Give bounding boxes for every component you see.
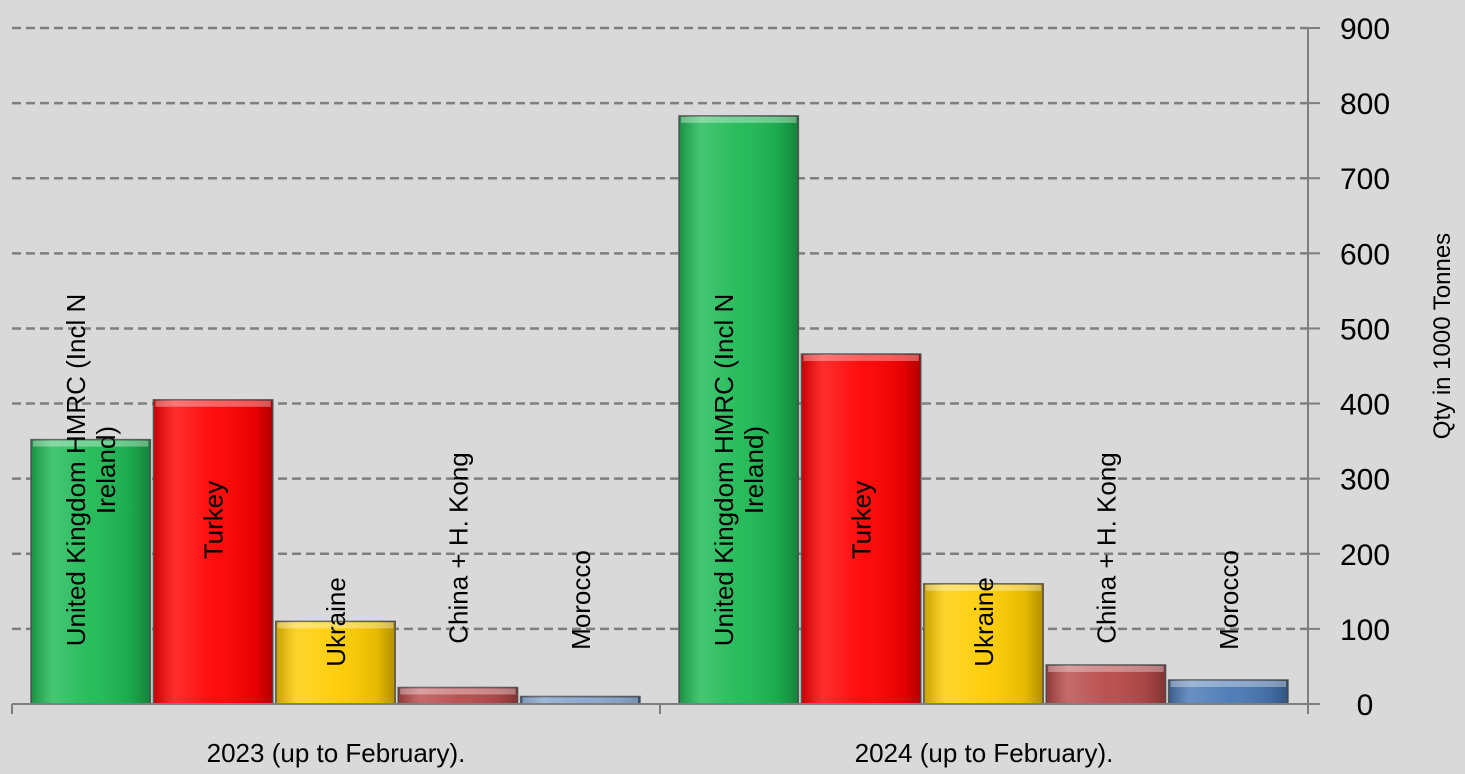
bar-1-4: Morocco: [1167, 550, 1289, 705]
bar-0-3: China + H. Kong: [397, 452, 519, 705]
bar-shine: [1046, 664, 1166, 704]
y-tick-label: 500: [1340, 313, 1390, 346]
bar-0-2: Ukraine: [275, 577, 396, 705]
bar-bevel: [522, 697, 638, 704]
bar-label: China + H. Kong: [1091, 452, 1121, 644]
bar-bevel: [681, 116, 797, 123]
bar-bevel: [33, 440, 149, 447]
bar-label: Ukraine: [321, 577, 351, 667]
bar-shine: [275, 621, 396, 704]
bar-shine: [520, 696, 640, 704]
bar-0-1: Turkey: [152, 399, 274, 705]
bar-1-3: China + H. Kong: [1045, 452, 1167, 705]
bar-bevel: [803, 354, 919, 361]
bar-label: Morocco: [1214, 550, 1244, 650]
bar-label: China + H. Kong: [443, 452, 473, 644]
bar-shine: [153, 399, 273, 704]
bar-label: Ukraine: [969, 577, 999, 667]
bar-label: Morocco: [566, 550, 596, 650]
bar-0-0: United Kingdom HMRC (Incl NIreland): [30, 294, 152, 705]
bar-0-4: Morocco: [519, 550, 641, 705]
bar-bevel: [1170, 680, 1286, 687]
bar-bevel: [1048, 665, 1164, 672]
bar-shine: [31, 439, 151, 704]
y-tick-label: 800: [1340, 88, 1390, 121]
bar-bevel: [925, 584, 1042, 591]
bar-bevel: [400, 688, 516, 695]
bar-shine: [679, 115, 799, 704]
bar-label: Turkey: [847, 481, 877, 560]
y-tick-label: 0: [1357, 689, 1374, 722]
bar-label: United Kingdom HMRC (Incl NIreland): [709, 294, 769, 647]
bar-label: Turkey: [199, 481, 229, 560]
bar-1-2: Ukraine: [923, 577, 1044, 705]
axes: 0 100 200 300 400 500 600 700 800 900 2023 (up to …: [11, 13, 1390, 768]
bar-shine: [398, 687, 518, 704]
y-tick-label: 100: [1340, 614, 1390, 647]
y-axis-title: Qty in 1000 Tonnes: [1429, 233, 1456, 439]
bar-label: United Kingdom HMRC (Incl NIreland): [61, 294, 121, 647]
x-category-label: 2024 (up to February).: [855, 738, 1114, 768]
x-category-label: 2023 (up to February).: [207, 738, 466, 768]
y-tick-label: 300: [1340, 464, 1390, 497]
bar-shine: [801, 353, 921, 704]
y-tick-label: 700: [1340, 163, 1390, 196]
y-tick-label: 600: [1340, 238, 1390, 271]
bars: United Kingdom HMRC (Incl NIreland) Turke…: [30, 115, 1289, 705]
y-tick-label: 900: [1340, 13, 1390, 46]
bar-1-1: Turkey: [800, 353, 922, 705]
bar-shine: [1168, 679, 1288, 704]
y-tick-label: 400: [1340, 389, 1390, 422]
bar-1-0: United Kingdom HMRC (Incl NIreland): [678, 115, 800, 705]
bar-bevel: [277, 622, 394, 629]
bar-bevel: [155, 400, 271, 407]
bar-shine: [923, 583, 1044, 704]
y-tick-label: 200: [1340, 539, 1390, 572]
